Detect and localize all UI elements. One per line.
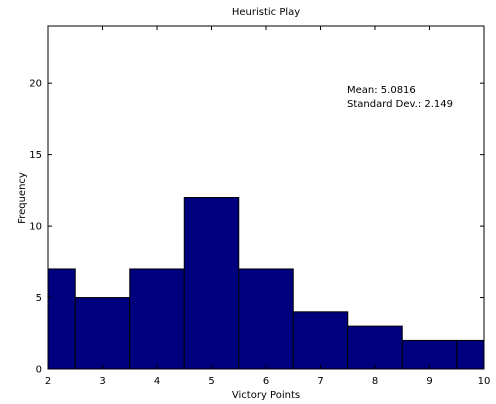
x-axis-label: Victory Points — [232, 390, 300, 401]
y-tick-label: 0 — [36, 365, 42, 376]
histogram-bar-2 — [74, 297, 131, 370]
histogram-bar-3 — [129, 268, 185, 370]
x-tick-label: 9 — [426, 376, 432, 387]
histogram-bar-8 — [401, 339, 458, 370]
x-tick-label: 2 — [45, 376, 51, 387]
x-tick-label: 10 — [478, 376, 491, 387]
x-tick-label: 5 — [208, 376, 214, 387]
x-tick-label: 8 — [372, 376, 378, 387]
chart-title: Heuristic Play — [232, 7, 300, 18]
x-tick-label: 4 — [154, 376, 160, 387]
x-tick-label: 7 — [317, 376, 323, 387]
x-tick-label: 6 — [263, 376, 269, 387]
histogram-bar-9 — [456, 339, 485, 370]
histogram-bar-6 — [292, 311, 349, 370]
x-tick-label: 3 — [99, 376, 105, 387]
bars-group — [47, 197, 485, 370]
y-tick-label: 15 — [29, 150, 42, 161]
histogram-bar-7 — [347, 325, 403, 370]
y-tick-label: 10 — [29, 222, 42, 233]
mean-annotation: Mean: 5.0816 — [347, 85, 416, 96]
y-tick-label: 5 — [36, 293, 42, 304]
x-axis-ticks: 2 3 4 5 6 7 8 9 10 — [45, 26, 491, 387]
y-axis-ticks: 0 5 10 15 20 — [29, 79, 484, 376]
y-axis-label: Frequency — [17, 172, 28, 224]
histogram-bar-5 — [238, 268, 294, 370]
histogram-bar-1 — [47, 268, 76, 370]
histogram-bar-4 — [183, 197, 240, 370]
std-annotation: Standard Dev.: 2.149 — [347, 99, 453, 110]
y-tick-label: 20 — [29, 79, 42, 90]
